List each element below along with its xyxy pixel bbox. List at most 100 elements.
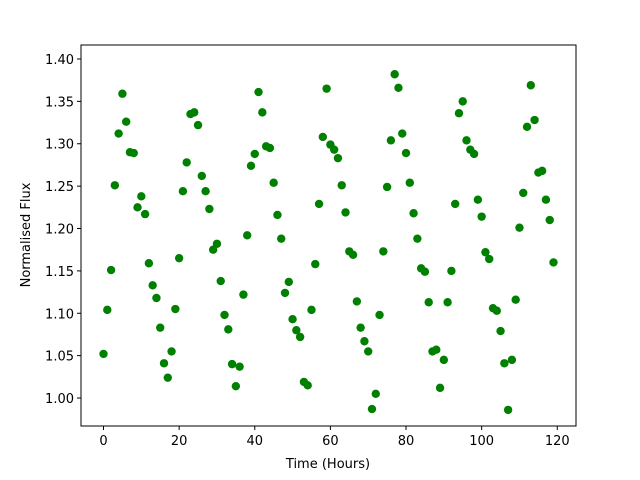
data-point (507, 355, 517, 365)
data-point (235, 362, 244, 371)
x-tick-label: 20 (171, 434, 188, 449)
data-point (137, 192, 146, 201)
data-point (318, 132, 328, 142)
x-tick-label: 40 (246, 434, 263, 449)
x-tick-label: 60 (322, 434, 339, 449)
data-point (401, 148, 411, 158)
data-point (348, 250, 358, 259)
data-point (450, 199, 460, 209)
data-point (99, 349, 108, 359)
data-point (140, 209, 150, 219)
data-point (462, 136, 471, 145)
data-point (322, 84, 331, 93)
data-point (371, 389, 380, 398)
y-tick-label: 1.35 (45, 95, 74, 110)
data-point (375, 310, 384, 320)
data-point (273, 210, 282, 220)
data-point (118, 89, 127, 98)
data-point (420, 267, 430, 276)
data-point (216, 276, 225, 286)
data-point (333, 153, 343, 163)
data-point (182, 158, 191, 167)
data-point (481, 248, 490, 257)
data-point (447, 266, 456, 276)
data-point (329, 145, 339, 154)
y-tick-label: 1.20 (45, 223, 74, 238)
data-point (485, 254, 494, 264)
data-point (337, 181, 346, 190)
data-point (496, 326, 505, 336)
data-point (443, 298, 452, 307)
x-tick-label: 100 (469, 434, 494, 449)
data-point (133, 203, 142, 212)
data-point (382, 182, 392, 192)
data-point (159, 359, 169, 368)
data-point (174, 253, 184, 263)
data-point (106, 265, 116, 275)
data-point (394, 83, 403, 93)
data-point (178, 187, 188, 196)
data-point (492, 306, 501, 315)
data-point (167, 347, 176, 356)
data-point (295, 332, 305, 342)
data-point (193, 120, 203, 130)
data-point (224, 325, 233, 334)
data-point (356, 323, 365, 332)
y-tick-label: 1.10 (45, 307, 74, 322)
data-point (432, 345, 441, 354)
data-point (409, 209, 418, 218)
x-tick-label: 120 (545, 434, 570, 449)
data-point (265, 143, 275, 153)
data-point (129, 148, 138, 158)
y-tick-label: 1.05 (45, 350, 74, 365)
data-point (454, 109, 464, 118)
data-point (477, 212, 486, 221)
data-point (280, 288, 290, 298)
data-point (292, 326, 301, 335)
data-point (303, 381, 312, 390)
data-point (511, 295, 520, 304)
data-point (515, 223, 524, 232)
data-point (114, 129, 123, 138)
y-tick-label: 1.15 (45, 265, 74, 280)
data-point (530, 115, 539, 125)
data-point (269, 178, 278, 187)
data-point (205, 204, 214, 214)
data-point (541, 195, 551, 204)
y-tick-label: 1.40 (45, 53, 74, 68)
data-point (254, 87, 263, 97)
data-point (424, 298, 433, 307)
data-point (277, 234, 286, 243)
data-point (458, 97, 467, 106)
data-point (284, 277, 293, 287)
data-point (152, 293, 161, 303)
data-point (469, 149, 479, 159)
data-point (473, 195, 483, 204)
data-point (379, 247, 388, 256)
data-point (537, 166, 547, 176)
data-point (121, 117, 131, 126)
data-point (311, 259, 320, 269)
data-point (386, 136, 396, 145)
data-point (367, 404, 377, 414)
x-axis-label: Time (Hours) (285, 457, 370, 472)
data-point (307, 305, 316, 315)
data-point (103, 305, 112, 315)
data-point (413, 234, 422, 243)
y-tick-label: 1.00 (45, 392, 74, 407)
x-tick-label: 0 (99, 434, 107, 449)
data-point (171, 304, 180, 314)
y-tick-label: 1.25 (45, 180, 74, 195)
data-point (163, 373, 172, 382)
data-point (522, 122, 532, 131)
plot-frame (80, 44, 577, 427)
data-point (549, 258, 558, 267)
data-point (250, 149, 259, 159)
data-point (519, 188, 528, 198)
data-point (156, 323, 165, 332)
data-point (212, 239, 222, 248)
data-point (197, 171, 207, 181)
data-point (390, 70, 399, 79)
data-point (526, 81, 536, 90)
